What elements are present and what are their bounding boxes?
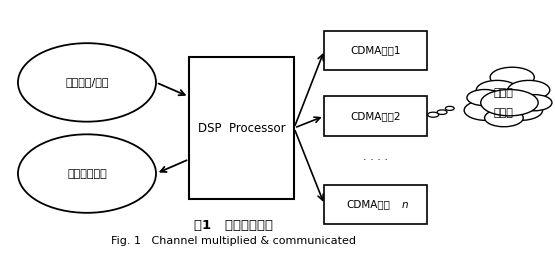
- Ellipse shape: [18, 43, 156, 122]
- Circle shape: [481, 90, 538, 116]
- Circle shape: [464, 100, 508, 120]
- Bar: [325, 96, 427, 136]
- Bar: [325, 185, 427, 224]
- Text: CDMA通道2: CDMA通道2: [350, 111, 401, 121]
- Text: · · · ·: · · · ·: [363, 155, 388, 165]
- Circle shape: [517, 94, 552, 111]
- Circle shape: [498, 100, 543, 120]
- Text: 无线数: 无线数: [494, 88, 514, 98]
- Circle shape: [445, 106, 454, 110]
- Text: DSP  Processor: DSP Processor: [198, 122, 285, 134]
- Circle shape: [490, 67, 534, 88]
- Text: n: n: [401, 200, 408, 210]
- Bar: [189, 57, 294, 199]
- Bar: [325, 30, 427, 70]
- Ellipse shape: [18, 134, 156, 213]
- Text: CDMA通道1: CDMA通道1: [350, 45, 401, 55]
- Circle shape: [476, 80, 518, 100]
- Text: 图1   多路捆绑传输: 图1 多路捆绑传输: [194, 219, 273, 232]
- Circle shape: [485, 109, 523, 127]
- Circle shape: [508, 80, 550, 100]
- Text: CDMA通道: CDMA通道: [346, 200, 390, 210]
- Text: Fig. 1   Channel multiplied & communicated: Fig. 1 Channel multiplied & communicated: [111, 236, 356, 246]
- Text: 据上传: 据上传: [494, 108, 514, 118]
- Circle shape: [467, 90, 502, 106]
- Circle shape: [437, 110, 447, 114]
- Circle shape: [428, 112, 439, 117]
- Text: 视频采集/压缩: 视频采集/压缩: [65, 77, 109, 87]
- Text: 控制信号译码: 控制信号译码: [67, 169, 107, 179]
